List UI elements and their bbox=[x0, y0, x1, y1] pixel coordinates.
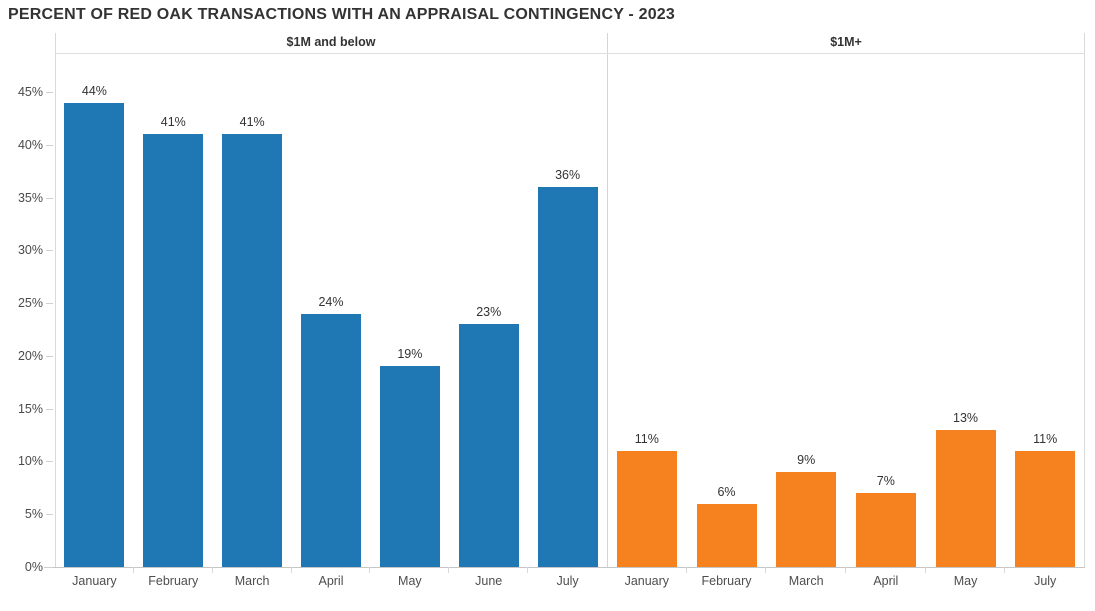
bar-value-label: 13% bbox=[953, 410, 979, 425]
bar bbox=[1015, 450, 1076, 567]
y-axis-label: 5% bbox=[24, 507, 43, 522]
y-axis-label: 35% bbox=[17, 190, 43, 205]
bar-value-label: 7% bbox=[876, 474, 895, 489]
y-axis-tick bbox=[46, 303, 53, 305]
bar-value-label: 44% bbox=[81, 83, 107, 98]
bar-slot: 41% February bbox=[134, 53, 213, 588]
x-axis-label: April bbox=[873, 574, 899, 588]
x-axis-boundary-tick bbox=[527, 567, 529, 573]
panel-1m-plus: 11% January 6% February 9% March 7% April 13% May… bbox=[607, 53, 1085, 588]
x-axis-label: May bbox=[953, 574, 978, 588]
panel-1m-and-below: 44% January 41% February 41% March 24% April 19%… bbox=[55, 53, 607, 588]
bar-slot: 36% July bbox=[528, 53, 607, 588]
panel-border-right bbox=[1084, 33, 1085, 567]
bar-slot: 19% May bbox=[370, 53, 450, 588]
x-axis-label: March bbox=[788, 574, 824, 588]
bar-slot: 41% March bbox=[213, 53, 292, 588]
bar bbox=[935, 429, 996, 567]
bar-value-label: 11% bbox=[1033, 431, 1058, 446]
y-axis: 0% 5% 10% 15% 20% 25% 30% 35% 40% 45% bbox=[0, 53, 55, 574]
bar-value-label: 41% bbox=[160, 115, 186, 130]
panel-divider bbox=[607, 33, 608, 567]
bar-value-label: 11% bbox=[634, 431, 659, 446]
column-header-1m-plus: $1M+ bbox=[830, 35, 862, 49]
x-axis-label: June bbox=[475, 574, 503, 588]
x-axis-label: February bbox=[701, 574, 752, 588]
bar-slot: 6% February bbox=[687, 53, 767, 588]
y-axis-label: 0% bbox=[24, 560, 43, 574]
y-axis-tick bbox=[46, 567, 53, 568]
x-axis-label: January bbox=[72, 574, 117, 588]
x-axis-label: July bbox=[1034, 574, 1057, 588]
bar-slot: 44% January bbox=[55, 53, 134, 588]
bar-value-label: 19% bbox=[397, 347, 423, 362]
x-axis-label: March bbox=[234, 574, 270, 588]
x-axis-label: January bbox=[624, 574, 670, 588]
y-axis-label: 10% bbox=[17, 454, 43, 469]
x-axis-label: July bbox=[556, 574, 579, 588]
bar-value-label: 36% bbox=[555, 168, 581, 182]
bar-slot: 7% April bbox=[846, 53, 926, 588]
x-axis-label: April bbox=[318, 574, 344, 588]
bar bbox=[616, 450, 677, 567]
bar-slot: 24% April bbox=[292, 53, 371, 588]
x-axis-boundary-tick bbox=[1004, 567, 1006, 573]
bar bbox=[222, 134, 283, 567]
x-axis-boundary-tick bbox=[765, 567, 767, 573]
x-axis-boundary-tick bbox=[845, 567, 847, 573]
y-axis-label: 40% bbox=[17, 137, 43, 152]
y-axis-label: 25% bbox=[17, 296, 43, 311]
x-axis-boundary-tick bbox=[211, 567, 213, 573]
y-axis-tick bbox=[46, 250, 53, 252]
y-axis-label: 30% bbox=[17, 243, 43, 258]
y-axis-label: 45% bbox=[17, 85, 43, 99]
x-axis-boundary-tick bbox=[924, 567, 926, 573]
bar bbox=[696, 503, 757, 567]
bar-slot: 9% March bbox=[766, 53, 847, 588]
bar-value-label: 6% bbox=[717, 484, 736, 499]
x-axis-boundary-tick bbox=[685, 567, 687, 573]
y-axis-tick bbox=[46, 355, 53, 357]
bar-value-label: 9% bbox=[797, 453, 816, 467]
column-header-1m-and-below: $1M and below bbox=[286, 35, 376, 49]
y-axis-label: 20% bbox=[17, 348, 43, 363]
bar bbox=[64, 102, 125, 567]
y-axis-tick bbox=[46, 408, 53, 410]
bar bbox=[537, 187, 598, 567]
y-axis-label: 15% bbox=[17, 401, 43, 416]
x-axis-line bbox=[44, 567, 1085, 568]
bar-value-label: 23% bbox=[476, 305, 502, 320]
y-axis-tick bbox=[46, 461, 53, 463]
bar-value-label: 41% bbox=[239, 115, 265, 130]
x-axis-boundary-tick bbox=[290, 567, 292, 573]
x-axis-boundary-tick bbox=[369, 567, 371, 573]
y-axis-tick bbox=[46, 514, 53, 516]
y-axis-tick bbox=[46, 92, 53, 93]
bar-value-label: 24% bbox=[318, 294, 344, 309]
bar bbox=[458, 324, 519, 567]
panel-border-left bbox=[55, 33, 56, 567]
x-axis-label: February bbox=[148, 574, 199, 588]
bar bbox=[776, 472, 837, 567]
bar bbox=[379, 366, 440, 567]
bar-slot: 23% June bbox=[449, 53, 529, 588]
bar-slot: 11% July bbox=[1005, 53, 1085, 588]
chart-title: PERCENT OF RED OAK TRANSACTIONS WITH AN … bbox=[8, 6, 675, 23]
x-axis-label: May bbox=[398, 574, 422, 588]
bar bbox=[855, 493, 916, 567]
y-axis-tick bbox=[46, 144, 53, 146]
bar bbox=[301, 313, 361, 567]
y-axis-tick bbox=[46, 197, 53, 199]
bar-slot: 11% January bbox=[607, 53, 687, 588]
bar bbox=[143, 134, 204, 567]
x-axis-boundary-tick bbox=[132, 567, 134, 573]
header-separator-line bbox=[55, 53, 1085, 54]
bar-slot: 13% May bbox=[926, 53, 1006, 588]
x-axis-boundary-tick bbox=[448, 567, 450, 573]
